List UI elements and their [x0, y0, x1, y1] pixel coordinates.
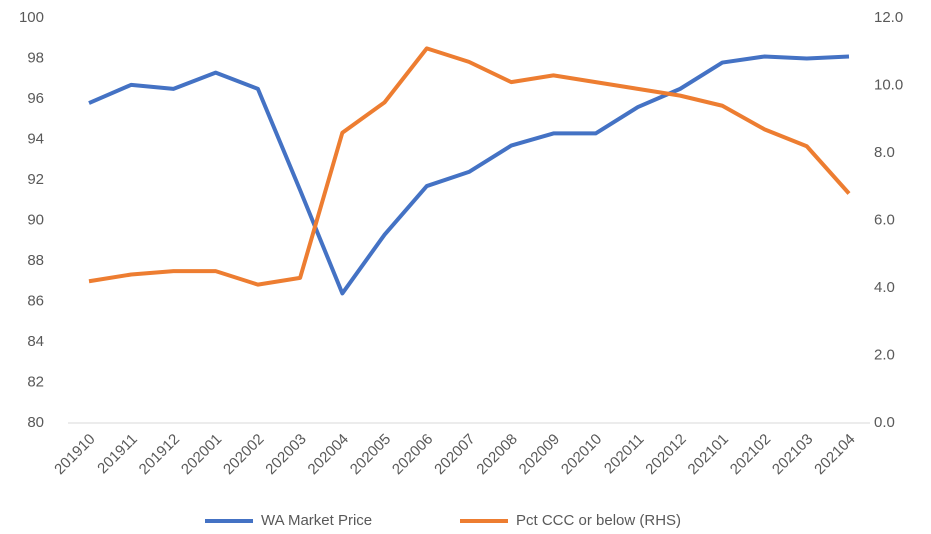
y2-tick-label: 8.0 — [874, 144, 895, 161]
y-tick-label: 92 — [27, 171, 44, 188]
y2-tick-label: 10.0 — [874, 76, 903, 93]
y2-tick-label: 0.0 — [874, 414, 895, 431]
series-line — [88, 54, 850, 296]
y-tick-label: 100 — [19, 9, 44, 26]
y-tick-label: 94 — [27, 130, 44, 147]
x-tick-label: 202002 — [220, 431, 267, 478]
x-tick-label: 202003 — [262, 431, 309, 478]
y-tick-label: 96 — [27, 90, 44, 107]
y2-tick-label: 4.0 — [874, 279, 895, 296]
x-tick-label: 202012 — [642, 431, 689, 478]
x-tick-label: 202104 — [811, 431, 858, 478]
x-tick-label: 202101 — [685, 431, 732, 478]
x-tick-label: 202010 — [558, 431, 605, 478]
x-tick-label: 202103 — [769, 431, 816, 478]
series-line — [88, 46, 851, 287]
x-tick-label: 201912 — [136, 431, 183, 478]
legend-label: WA Market Price — [261, 512, 372, 529]
x-tick-label: 202004 — [305, 431, 352, 478]
x-tick-label: 202007 — [431, 431, 478, 478]
y-tick-label: 98 — [27, 49, 44, 66]
x-tick-label: 202102 — [727, 431, 774, 478]
x-tick-label: 202001 — [178, 431, 225, 478]
x-tick-label: 201910 — [51, 431, 98, 478]
x-tick-label: 202005 — [347, 431, 394, 478]
x-tick-label: 202009 — [516, 431, 563, 478]
x-tick-label: 202011 — [601, 431, 648, 478]
y2-tick-label: 2.0 — [874, 346, 895, 363]
x-tick-label: 202008 — [473, 431, 520, 478]
y-tick-label: 84 — [27, 333, 44, 350]
y-tick-label: 82 — [27, 373, 44, 390]
y-tick-label: 86 — [27, 292, 44, 309]
x-tick-label: 202006 — [389, 431, 436, 478]
y2-tick-label: 6.0 — [874, 211, 895, 228]
y-tick-label: 88 — [27, 252, 44, 269]
y2-tick-label: 12.0 — [874, 9, 903, 26]
legend-label: Pct CCC or below (RHS) — [516, 512, 681, 529]
y-tick-label: 80 — [27, 414, 44, 431]
y-tick-label: 90 — [27, 211, 44, 228]
x-tick-label: 201911 — [94, 431, 141, 478]
